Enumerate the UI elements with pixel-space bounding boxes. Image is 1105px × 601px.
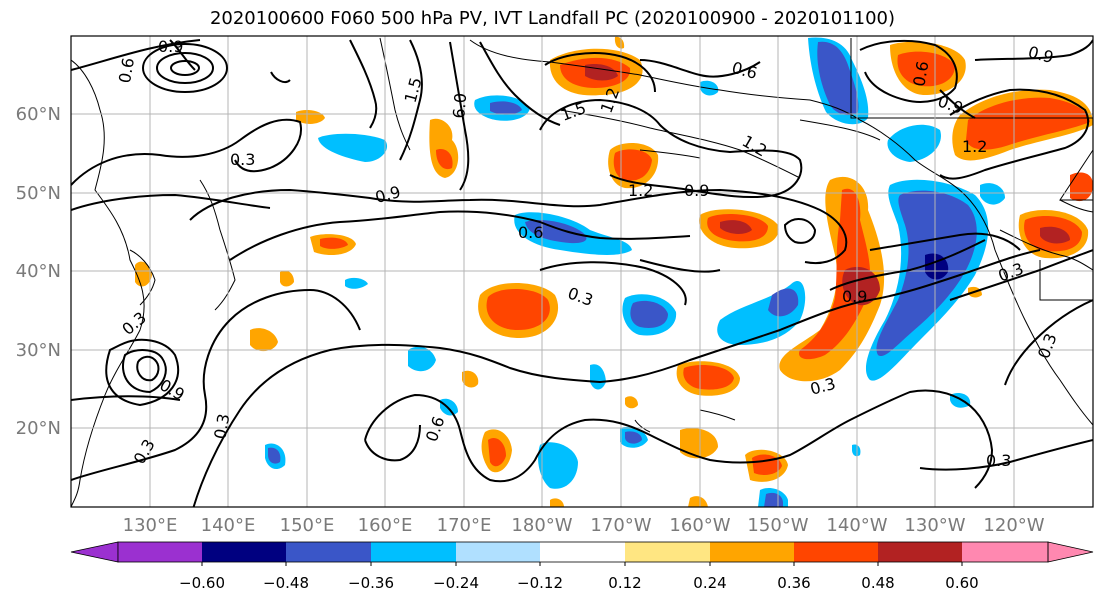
longitude-label: 130°E: [123, 515, 178, 536]
plot-frame: [70, 35, 1094, 508]
colorbar-tick-label: 0.36: [777, 574, 810, 592]
longitude-labels: 130°E 140°E 150°E 160°E 170°E 180°W 170°W 160°W…: [123, 515, 1045, 536]
colorbar-tick-label: 0.12: [608, 574, 641, 592]
longitude-label: 160°E: [358, 515, 413, 536]
map-title: 2020100600 F060 500 hPa PV, IVT Landfall…: [209, 8, 896, 29]
colorbar-extend-high: [1047, 541, 1094, 563]
longitude-label: 150°E: [280, 515, 335, 536]
longitude-label: 180°W: [511, 515, 572, 536]
contour-label: 0.3: [230, 150, 255, 169]
latitude-labels: 60°N 50°N 40°N 30°N 20°N: [16, 104, 61, 439]
colorbar-segment: [456, 542, 540, 562]
gridlines: [71, 36, 1093, 507]
latitude-label: 50°N: [16, 183, 61, 204]
ivt-shading: [135, 36, 1093, 507]
contour-label: 6.0: [449, 92, 470, 119]
contour-label: 0.3: [986, 451, 1011, 470]
longitude-label: 140°W: [826, 515, 887, 536]
colorbar-segment: [286, 542, 371, 562]
contour-label: 0.3: [210, 412, 233, 440]
contour-label: 0.9: [158, 37, 183, 56]
colorbar-tick-label: −0.48: [263, 574, 309, 592]
colorbar-segment: [878, 542, 962, 562]
colorbar-segment: [625, 542, 710, 562]
colorbar-segment: [794, 542, 878, 562]
latitude-label: 20°N: [16, 418, 61, 439]
colorbar-tick-label: −0.60: [179, 574, 225, 592]
colorbar-segment: [710, 542, 794, 562]
longitude-label: 150°W: [747, 515, 808, 536]
colorbar-tick-label: 0.60: [945, 574, 978, 592]
longitude-label: 170°E: [437, 515, 492, 536]
colorbar-tick-label: 0.48: [861, 574, 894, 592]
longitude-label: 160°W: [669, 515, 730, 536]
colorbar-segment: [202, 542, 286, 562]
latitude-label: 30°N: [16, 340, 61, 361]
contour-label: 0.9: [684, 181, 709, 200]
colorbar-segment: [371, 542, 456, 562]
coastlines: [71, 37, 1093, 507]
colorbar-segment: [118, 542, 202, 562]
colorbar-frame: [117, 541, 1049, 563]
colorbar-extend-low: [70, 541, 119, 563]
contour-label: 1.2: [962, 137, 987, 156]
colorbar-tick-label: −0.12: [517, 574, 563, 592]
contour-label: 0.6: [518, 223, 543, 242]
contour-label: 0.9: [842, 287, 867, 306]
colorbar-segment: [540, 542, 625, 562]
colorbar-segment: [962, 542, 1048, 562]
contour-label: 1.2: [628, 181, 653, 200]
contour-label: 0.6: [909, 60, 932, 88]
longitude-label: 140°E: [201, 515, 256, 536]
longitude-label: 120°W: [983, 515, 1044, 536]
colorbar: [70, 541, 1094, 563]
colorbar-tick-labels: −0.60 −0.48 −0.36 −0.24 −0.12 0.12 0.24 0.36 0.4…: [179, 562, 979, 592]
latitude-label: 40°N: [16, 261, 61, 282]
longitude-label: 170°W: [590, 515, 651, 536]
colorbar-tick-label: 0.24: [693, 574, 726, 592]
pv-contours: [71, 39, 1093, 507]
latitude-label: 60°N: [16, 104, 61, 125]
longitude-label: 130°W: [904, 515, 965, 536]
contour-label: 0.6: [115, 56, 138, 84]
colorbar-tick-label: −0.24: [433, 574, 479, 592]
colorbar-tick-label: −0.36: [348, 574, 394, 592]
